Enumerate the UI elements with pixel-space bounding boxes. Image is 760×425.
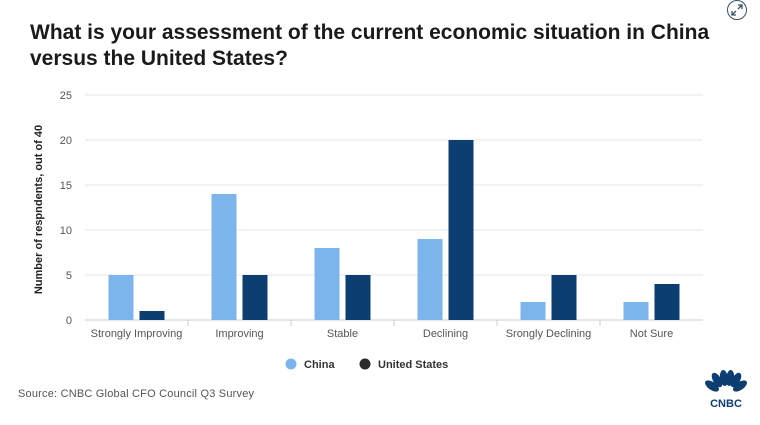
x-tick-label: Not Sure <box>630 328 673 340</box>
svg-text:CNBC: CNBC <box>710 398 742 410</box>
legend-label-united-states: United States <box>378 359 448 371</box>
bar-chart: 0 5 10 15 20 25 Number of respndents, out of 4… <box>33 90 703 371</box>
bar-china <box>520 302 546 320</box>
bar-china <box>108 275 134 320</box>
bar-china <box>623 302 649 320</box>
y-tick-label: 20 <box>60 135 72 147</box>
x-tick-label: Stable <box>327 328 358 340</box>
x-tick-label: Srongly Declining <box>506 328 592 340</box>
bar-united-states <box>345 275 371 320</box>
x-tick-label: Strongly Improving <box>91 328 183 340</box>
expand-icon <box>731 4 743 16</box>
bar-united-states <box>654 284 680 320</box>
legend-marker-china <box>285 358 297 370</box>
x-tick-label: Declining <box>423 328 468 340</box>
x-tick-label: Improving <box>215 328 263 340</box>
bar-united-states <box>551 275 577 320</box>
y-tick-label: 25 <box>60 90 72 102</box>
expand-button[interactable] <box>727 0 747 20</box>
source-note: Source: CNBC Global CFO Council Q3 Surve… <box>18 388 255 400</box>
y-tick-label: 5 <box>66 270 72 282</box>
bar-united-states <box>242 275 268 320</box>
bar-united-states <box>139 311 165 320</box>
y-tick-label: 0 <box>66 315 72 327</box>
bar-united-states <box>448 140 474 320</box>
legend-marker-united-states <box>359 358 371 370</box>
legend-label-china: China <box>304 359 335 371</box>
bar-china <box>211 194 237 320</box>
y-axis-label: Number of respndents, out of 40 <box>33 125 45 294</box>
y-tick-label: 10 <box>60 225 72 237</box>
y-tick-label: 15 <box>60 180 72 192</box>
cnbc-logo: CNBC <box>705 370 747 410</box>
bar-china <box>314 248 340 320</box>
chart-title: What is your assessment of the current e… <box>30 21 710 70</box>
bar-china <box>417 239 443 320</box>
